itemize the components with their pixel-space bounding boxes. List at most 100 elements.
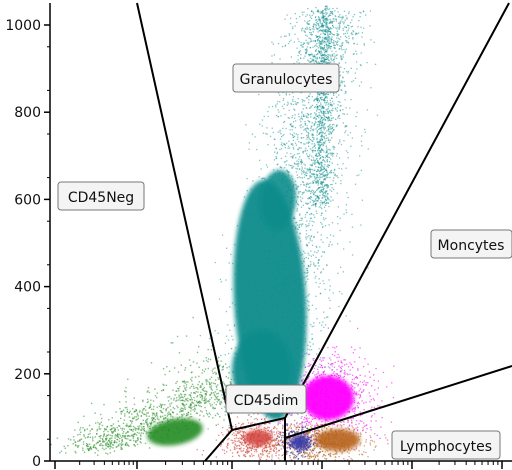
event-point (350, 146, 351, 147)
event-point (333, 189, 334, 190)
event-point (320, 151, 321, 152)
event-point (223, 419, 224, 420)
event-point (327, 59, 328, 60)
event-point (386, 386, 387, 387)
event-point (333, 292, 334, 293)
event-point (317, 57, 318, 58)
event-point (340, 183, 341, 184)
event-point (172, 416, 173, 417)
event-point (75, 452, 76, 453)
event-point (310, 261, 311, 262)
event-point (327, 13, 328, 14)
event-point (339, 141, 340, 142)
event-point (326, 190, 327, 191)
event-point (336, 369, 337, 370)
event-point (352, 38, 353, 39)
event-point (297, 175, 298, 176)
event-point (324, 129, 325, 130)
event-point (330, 31, 331, 32)
event-point (94, 445, 95, 446)
event-point (289, 94, 290, 95)
event-point (143, 420, 144, 421)
event-point (109, 442, 110, 443)
event-point (312, 28, 313, 29)
event-point (129, 416, 130, 417)
event-point (129, 426, 130, 427)
event-point (324, 100, 325, 101)
event-point (303, 251, 304, 252)
event-point (340, 17, 341, 18)
event-point (327, 33, 328, 34)
event-point (186, 400, 187, 401)
event-point (193, 397, 194, 398)
event-point (329, 117, 330, 118)
event-point (312, 59, 313, 60)
event-point (315, 122, 316, 123)
event-point (266, 164, 267, 165)
event-point (345, 130, 346, 131)
event-point (157, 416, 158, 417)
event-point (112, 444, 113, 445)
event-point (319, 125, 320, 126)
event-point (299, 156, 300, 157)
event-point (345, 15, 346, 16)
event-point (307, 300, 308, 301)
event-point (185, 367, 186, 368)
event-point (323, 13, 324, 14)
event-point (319, 364, 320, 365)
event-point (302, 177, 303, 178)
event-point (208, 416, 209, 417)
event-point (122, 439, 123, 440)
event-point (209, 384, 210, 385)
event-point (344, 68, 345, 69)
event-point (303, 137, 304, 138)
event-point (310, 114, 311, 115)
event-point (219, 390, 220, 391)
event-point (319, 206, 320, 207)
event-point (313, 360, 314, 361)
event-point (213, 368, 214, 369)
event-point (216, 386, 217, 387)
event-point (324, 143, 325, 144)
event-point (312, 129, 313, 130)
event-point (320, 330, 321, 331)
event-point (100, 428, 101, 429)
event-point (321, 49, 322, 50)
event-point (353, 80, 354, 81)
event-point (301, 133, 302, 134)
event-point (328, 206, 329, 207)
event-point (329, 133, 330, 134)
event-point (331, 33, 332, 34)
event-point (305, 124, 306, 125)
event-point (274, 159, 275, 160)
event-point (329, 199, 330, 200)
event-point (263, 178, 264, 179)
event-point (202, 398, 203, 399)
event-point (334, 175, 335, 176)
event-point (311, 213, 312, 214)
event-point (342, 42, 343, 43)
event-point (228, 353, 229, 354)
event-point (306, 415, 307, 416)
event-point (313, 174, 314, 175)
event-point (77, 441, 78, 442)
event-point (97, 455, 98, 456)
event-point (344, 132, 345, 133)
event-point (218, 379, 219, 380)
event-point (125, 407, 126, 408)
event-point (298, 186, 299, 187)
event-point (302, 12, 303, 13)
event-point (174, 367, 175, 368)
event-point (289, 33, 290, 34)
event-point (163, 389, 164, 390)
event-point (325, 111, 326, 112)
event-point (327, 120, 328, 121)
event-point (337, 177, 338, 178)
event-point (330, 112, 331, 113)
event-point (317, 132, 318, 133)
event-point (82, 448, 83, 449)
event-point (340, 82, 341, 83)
event-point (301, 42, 302, 43)
event-point (333, 40, 334, 41)
event-point (337, 153, 338, 154)
